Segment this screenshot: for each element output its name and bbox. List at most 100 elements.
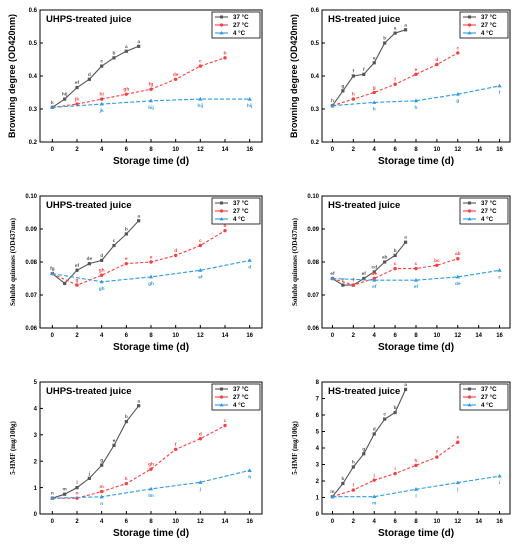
x-tick-label: 2 [352, 147, 356, 153]
data-point [383, 417, 387, 421]
significance-label: gh [99, 286, 105, 292]
significance-label: c [100, 60, 103, 65]
data-point [372, 90, 376, 95]
legend-entry: 4 °C [481, 402, 494, 409]
legend-entry: 37 °C [233, 386, 249, 393]
data-point [112, 243, 116, 248]
y-tick-label: 8 [316, 380, 320, 386]
y-tick-label: 2 [34, 459, 38, 465]
significance-label: fg [50, 266, 55, 272]
data-point [341, 283, 345, 287]
data-point [198, 96, 203, 101]
significance-label: c [199, 239, 202, 244]
legend: 37 °C27 °C4 °C [211, 383, 261, 411]
significance-label: d [199, 431, 202, 437]
x-axis-label: Storage time (d) [378, 156, 454, 167]
x-tick-label: 12 [454, 333, 461, 339]
y-tick-label: 6 [316, 413, 320, 419]
significance-label: c [224, 419, 227, 424]
data-point [148, 274, 154, 279]
significance-label: jk [74, 97, 79, 103]
data-point [403, 387, 408, 392]
series-line [51, 220, 140, 285]
legend-marker [219, 395, 224, 399]
legend-entry: 27 °C [233, 394, 249, 401]
x-tick-label: 10 [434, 333, 441, 339]
data-point [413, 487, 419, 491]
series-line [52, 425, 226, 499]
significance-label: i [394, 466, 395, 472]
significance-label: n [76, 492, 79, 497]
data-point [173, 447, 178, 452]
y-axis-label: 5-HMF (mg/100g) [291, 421, 299, 475]
significance-label: c [415, 262, 418, 267]
data-point [435, 62, 439, 67]
x-tick-label: 6 [125, 147, 129, 153]
significance-label: b [125, 226, 128, 232]
chart-title: HS-treated juice [328, 386, 400, 397]
legend: 37 °C27 °C4 °C [211, 11, 261, 39]
series-37c: h g f f e b a a [330, 23, 407, 108]
data-point [198, 243, 203, 248]
significance-label: de [455, 281, 461, 287]
significance-label: hij [247, 103, 253, 109]
data-point [99, 279, 104, 284]
x-tick-label: 16 [246, 519, 253, 525]
chart-panel-d: 0 2 4 6 8 10 12 14 16 0.06 0.07 0.08 0.09 0.10 Storage… [291, 194, 511, 353]
legend-marker [220, 387, 223, 391]
series-line [52, 57, 226, 108]
significance-label: d [373, 426, 376, 432]
y-tick-label: 0.3 [311, 107, 320, 113]
x-axis-label: Storage time (d) [113, 342, 189, 353]
data-point [455, 274, 460, 279]
data-point [99, 489, 104, 494]
y-tick-label: 0.06 [25, 326, 37, 332]
significance-label: h [415, 105, 418, 111]
legend-entry: 37 °C [481, 200, 497, 207]
x-tick-label: 2 [352, 519, 356, 525]
significance-label: n [100, 502, 103, 507]
chart-title: HS-treated juice [328, 14, 400, 25]
data-point [124, 92, 129, 96]
significance-label: b [383, 36, 386, 42]
data-point [393, 471, 397, 476]
x-tick-label: 10 [434, 147, 441, 153]
significance-label: ab [382, 255, 388, 261]
x-tick-label: 4 [100, 519, 104, 525]
data-point [99, 273, 104, 277]
data-point [198, 64, 203, 68]
y-tick-label: 0.5 [311, 41, 320, 47]
x-tick-label: 12 [454, 519, 461, 525]
x-tick-label: 14 [475, 519, 482, 525]
significance-label: hij [198, 103, 204, 109]
series-line [331, 389, 407, 498]
y-tick-label: 0.10 [25, 194, 37, 200]
significance-label: h [373, 106, 376, 112]
significance-label: b [224, 223, 227, 229]
data-point [330, 103, 335, 108]
significance-label: hi [100, 92, 104, 98]
data-point [372, 478, 376, 482]
significance-label: ef [330, 271, 335, 277]
significance-label: d [174, 248, 177, 254]
x-tick-label: 14 [222, 147, 229, 153]
y-tick-label: 0.06 [307, 326, 319, 332]
x-tick-label: 0 [331, 147, 335, 153]
significance-label: h [415, 458, 418, 464]
data-point [372, 61, 376, 65]
x-tick-label: 4 [373, 333, 377, 339]
legend-marker [468, 201, 471, 205]
significance-label: e [456, 436, 459, 441]
data-point [393, 410, 397, 415]
data-point [330, 494, 335, 499]
x-tick-label: 4 [373, 519, 377, 525]
data-point [393, 82, 397, 86]
x-tick-label: 0 [51, 333, 55, 339]
significance-label: f [353, 278, 355, 284]
significance-label: f [342, 278, 344, 284]
significance-label: f [353, 278, 355, 284]
x-tick-label: 16 [496, 519, 503, 525]
y-tick-label: 0.4 [311, 74, 320, 80]
